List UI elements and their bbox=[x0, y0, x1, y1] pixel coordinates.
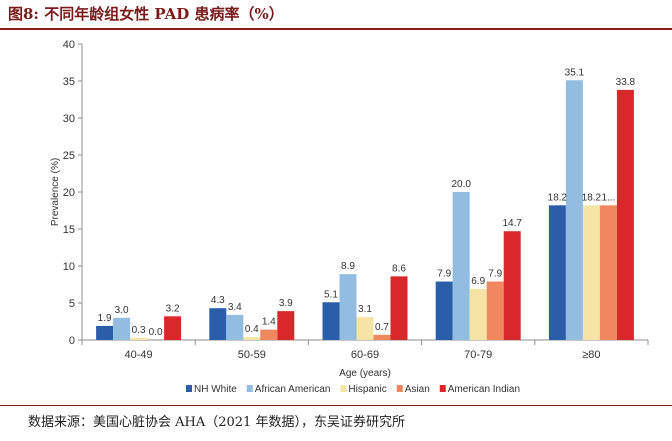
bar-nh-white bbox=[322, 302, 340, 340]
bar-asian bbox=[373, 334, 391, 340]
legend-swatch bbox=[246, 385, 253, 392]
data-label: 0.3 bbox=[132, 325, 146, 336]
data-label: 7.9 bbox=[488, 269, 502, 280]
bar-hispanic bbox=[130, 337, 148, 340]
figure-title: 图8: 不同年龄组女性 PAD 患病率（%） bbox=[8, 5, 284, 23]
data-label: 35.1 bbox=[565, 67, 585, 78]
bar-african-american bbox=[339, 274, 357, 340]
data-label: 3.9 bbox=[279, 298, 293, 309]
x-axis-title: Age (years) bbox=[339, 368, 391, 379]
y-tick-label: 5 bbox=[69, 298, 75, 310]
data-label: 14.7 bbox=[502, 218, 522, 229]
y-tick-label: 0 bbox=[69, 335, 75, 347]
data-label: 18.2 bbox=[548, 192, 568, 203]
bar-african-american bbox=[226, 314, 244, 340]
chart-legend: NH White African American Hispanic Asian Ame… bbox=[186, 384, 520, 395]
chart-data-labels: 1.93.00.3 0.0 3.2 4.33.40.41.43.9 5.1 8.9 3.10… bbox=[98, 67, 636, 338]
bar-asian bbox=[599, 205, 617, 340]
data-label: 3.2 bbox=[166, 303, 180, 314]
y-tick-label: 35 bbox=[63, 76, 75, 88]
data-label: 20.0 bbox=[451, 179, 471, 190]
legend-label: Hispanic bbox=[348, 384, 386, 395]
bar-nh-white bbox=[435, 281, 453, 340]
y-tick-label: 30 bbox=[63, 113, 75, 125]
data-label: 0.4 bbox=[245, 324, 259, 335]
legend-swatch bbox=[396, 385, 403, 392]
data-label: 3.4 bbox=[228, 302, 242, 313]
y-tick-label: 40 bbox=[63, 39, 75, 51]
legend-label: American Indian bbox=[448, 384, 520, 395]
legend-swatch bbox=[186, 385, 192, 392]
x-tick-label: 50-59 bbox=[238, 349, 266, 361]
bar-hispanic bbox=[356, 317, 374, 340]
data-label: 8.9 bbox=[341, 261, 355, 272]
data-label: 3.0 bbox=[115, 305, 129, 316]
data-label: 6.9 bbox=[471, 276, 485, 287]
data-label: 5.1 bbox=[324, 289, 338, 300]
bar-hispanic bbox=[469, 288, 487, 340]
bar-african-american bbox=[452, 192, 470, 340]
legend-item: Hispanic bbox=[340, 384, 387, 395]
x-tick-label: 40-49 bbox=[125, 349, 153, 361]
bar-hispanic bbox=[582, 205, 600, 340]
data-label: 1... bbox=[601, 192, 615, 203]
chart-bars bbox=[96, 80, 634, 340]
legend-swatch bbox=[340, 385, 347, 392]
bar-nh-white bbox=[548, 205, 566, 340]
legend-item: American Indian bbox=[439, 384, 520, 395]
data-label: 3.1 bbox=[358, 304, 372, 315]
chart-axes: 0 5 10 15 20 25 30 35 40 Prevalence (%) 40-49 50-59… bbox=[50, 39, 649, 379]
data-label: 1.4 bbox=[262, 317, 276, 328]
legend-swatch bbox=[439, 385, 446, 392]
y-tick-label: 15 bbox=[63, 224, 75, 236]
bar-american-indian bbox=[503, 231, 521, 340]
bar-american-indian bbox=[616, 89, 634, 340]
data-label: 0.7 bbox=[375, 322, 389, 333]
bar-asian bbox=[260, 329, 278, 340]
bottom-rule bbox=[0, 405, 672, 406]
source-note: 数据来源：美国心脏协会 AHA（2021 年数据），东吴证券研究所 bbox=[28, 415, 405, 430]
bar-nh-white bbox=[209, 308, 227, 340]
x-tick-label: 60-69 bbox=[351, 349, 379, 361]
bar-american-indian bbox=[390, 276, 408, 340]
data-label: 4.3 bbox=[211, 295, 225, 306]
data-label: 33.8 bbox=[616, 77, 636, 88]
data-label: 0.0 bbox=[149, 327, 163, 338]
legend-item: NH White bbox=[186, 384, 237, 395]
legend-label: Asian bbox=[405, 384, 430, 395]
legend-item: Asian bbox=[396, 384, 430, 395]
bar-african-american bbox=[565, 80, 583, 340]
bar-nh-white bbox=[96, 325, 114, 340]
data-label: 1.9 bbox=[98, 313, 112, 324]
data-label: 18.2 bbox=[582, 192, 602, 203]
bar-american-indian bbox=[164, 316, 182, 340]
bar-american-indian bbox=[277, 311, 295, 340]
y-tick-label: 20 bbox=[63, 187, 75, 199]
top-rule bbox=[0, 28, 672, 30]
bar-african-american bbox=[113, 317, 131, 340]
data-label: 8.6 bbox=[392, 263, 406, 274]
data-label: 7.9 bbox=[437, 269, 451, 280]
legend-item: African American bbox=[246, 384, 331, 395]
y-tick-label: 10 bbox=[63, 261, 75, 273]
y-axis-title: Prevalence (%) bbox=[50, 158, 61, 226]
legend-label: NH White bbox=[194, 384, 237, 395]
y-tick-label: 25 bbox=[63, 150, 75, 162]
x-tick-label: ≥80 bbox=[582, 349, 600, 361]
x-tick-label: 70-79 bbox=[464, 349, 492, 361]
bar-hispanic bbox=[243, 337, 261, 340]
bar-asian bbox=[486, 281, 504, 340]
legend-label: African American bbox=[255, 384, 331, 395]
